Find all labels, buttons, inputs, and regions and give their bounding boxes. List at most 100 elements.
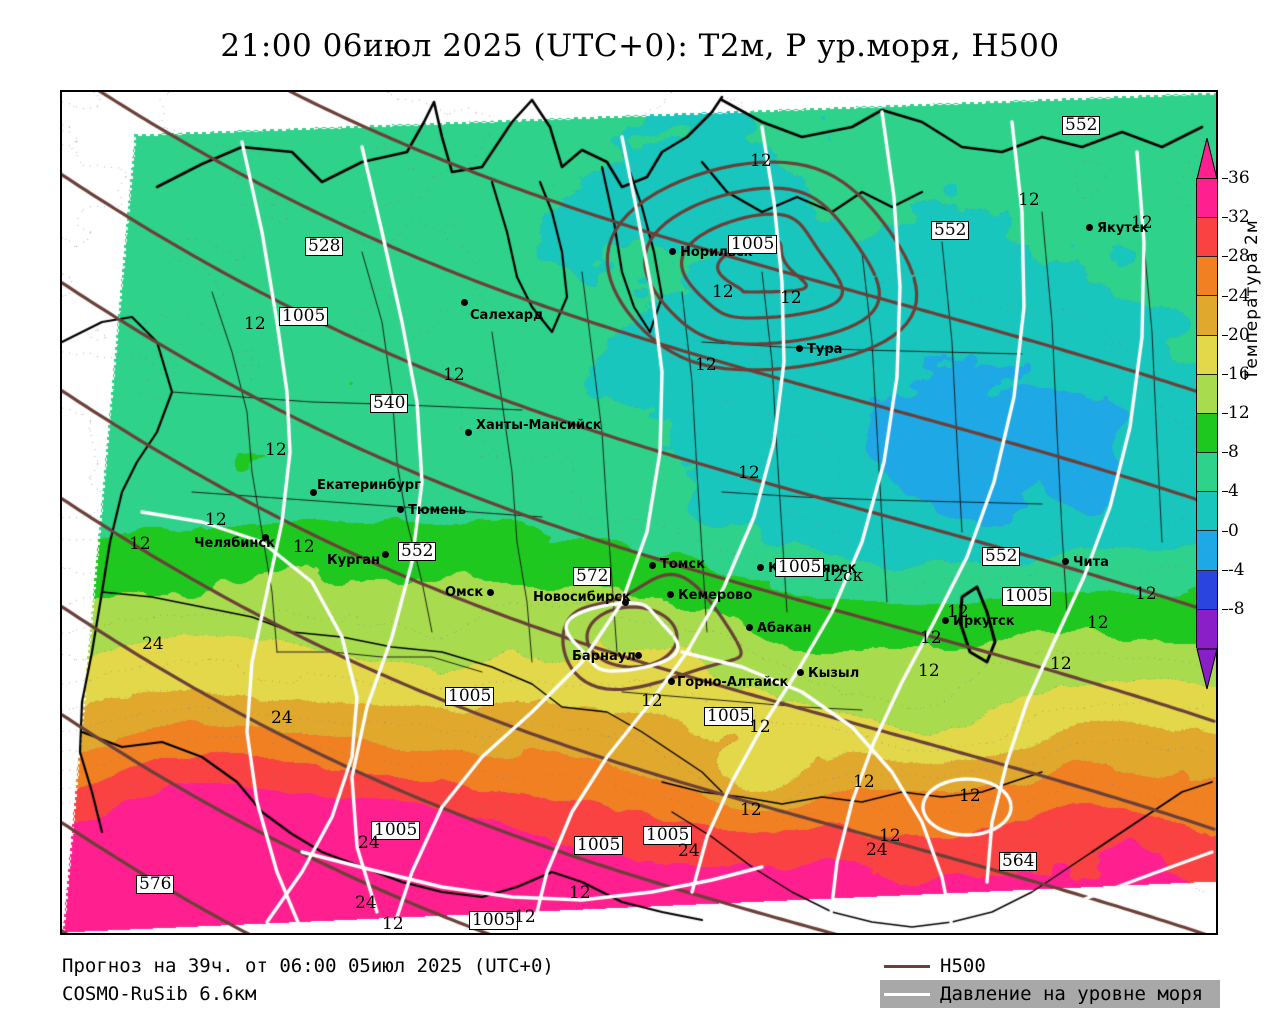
colorbar-tick-label: -8 [1228,598,1245,619]
city-marker[interactable] [635,652,642,659]
city-marker[interactable] [797,669,804,676]
temperature-contour-label: 12 [947,602,969,622]
temperature-contour-label: 12 [853,772,875,792]
temperature-contour-label: 12 [749,717,771,737]
colorbar-bands [1196,178,1218,649]
city-marker[interactable] [397,506,404,513]
colorbar-tick-label: 28 [1228,246,1250,267]
colorbar-tick-mark [1222,217,1228,219]
temperature-contour-label: 12 [382,914,404,934]
colorbar-band [1197,609,1217,649]
temperature-contour-label: 24 [271,708,293,728]
colorbar-bottom-arrow [1196,648,1218,690]
temperature-colorbar: 36 32 28 24 20 16 12 8 4 0 -4 -8 [1196,137,1250,690]
temperature-contour-label: 12 [244,314,266,334]
city-marker[interactable] [649,562,656,569]
colorbar-tick-mark [1222,178,1228,179]
temperature-contour-label: 24 [866,840,888,860]
map-legend: H500 Давление на уровне моря [880,952,1220,1008]
colorbar-band [1197,531,1217,571]
temperature-contour-label: 12 [920,628,942,648]
h500-contour-label: 552 [398,542,437,561]
colorbar-tick-label: 16 [1228,363,1250,384]
city-marker[interactable] [667,591,674,598]
legend-item-label: Давление на уровне моря [940,983,1204,1005]
temperature-contour-label: 12 [750,151,772,171]
city-marker[interactable] [669,248,676,255]
colorbar-tick-mark [1222,491,1228,493]
city-marker[interactable] [796,345,803,352]
colorbar-tick-mark [1222,452,1228,454]
pressure-contour-label: 1005 [469,911,519,930]
colorbar-tick-mark [1222,608,1228,610]
legend-item-label: H500 [940,955,986,977]
pressure-contour-label: 1005 [728,235,778,254]
temperature-contour-label: 24 [142,634,164,654]
city-marker[interactable] [757,564,764,571]
city-marker[interactable] [1086,224,1093,231]
colorbar-top-arrow [1196,137,1218,180]
temperature-contour-label: 12 [740,800,762,820]
colorbar-tick-label: -4 [1228,559,1245,580]
pressure-contour-label: 1005 [371,821,421,840]
temperature-contour-label: 12 [1018,190,1040,210]
colorbar-tick-mark [1222,373,1228,375]
colorbar-tick-label: 20 [1228,324,1250,345]
temperature-contour-label: 12 [822,566,844,586]
weather-map[interactable]: Норильск Салехард Тура Якутск Ханты-Мансийск… [60,90,1218,935]
colorbar-tick-label: 32 [1228,207,1250,228]
colorbar-band [1197,218,1217,258]
temperature-contour-label: 24 [678,841,700,861]
h500-contour-label: 540 [370,394,409,413]
forecast-lead-time: Прогноз на 39ч. от 06:00 05июл 2025 (UTC… [62,955,554,977]
city-marker[interactable] [465,429,472,436]
temperature-contour-label: 12 [129,534,151,554]
city-marker[interactable] [622,599,629,606]
colorbar-band [1197,570,1217,610]
temperature-contour-label: 12 [293,537,315,557]
temperature-contour-label: 12 [641,691,663,711]
h500-contour-label: 552 [931,221,970,240]
colorbar-tick-label: 0 [1228,520,1239,541]
city-marker[interactable] [310,489,317,496]
city-marker[interactable] [746,624,753,631]
colorbar-tick-mark [1222,530,1228,532]
colorbar-band [1197,453,1217,493]
colorbar-tick-mark [1222,334,1228,336]
colorbar-band [1197,374,1217,414]
legend-item: H500 [880,952,1220,980]
pressure-contour-label: 1005 [445,687,495,706]
colorbar-band [1197,335,1217,375]
legend-line-swatch [884,992,930,996]
city-marker[interactable] [382,551,389,558]
pressure-contour-label: 1005 [279,307,329,326]
h500-contour-label: 552 [1062,116,1101,135]
h500-contour-label: 528 [305,237,344,256]
city-marker[interactable] [461,299,468,306]
city-marker[interactable] [942,617,949,624]
city-marker[interactable] [1062,558,1069,565]
temperature-contour-label: 24 [358,833,380,853]
temperature-contour-label: 12 [712,282,734,302]
pressure-contour-label: 1005 [775,558,825,577]
legend-item: Давление на уровне моря [880,980,1220,1008]
h500-contour-label: 572 [573,567,612,586]
colorbar-band [1197,257,1217,297]
temperature-contour-label: 12 [1131,213,1153,233]
temperature-contour-label: 12 [780,288,802,308]
city-marker[interactable] [262,534,269,541]
city-marker[interactable] [487,589,494,596]
city-marker[interactable] [668,678,675,685]
temperature-contour-label: 12 [738,463,760,483]
colorbar-title: Температура 2м [1242,219,1262,380]
temperature-contour-label: 12 [1087,613,1109,633]
temperature-contour-label: 12 [695,355,717,375]
page-title: 21:00 06июл 2025 (UTC+0): T2м, P ур.моря… [220,28,1060,64]
temperature-contour-label: 12 [918,661,940,681]
temperature-contour-label: 12 [205,510,227,530]
colorbar-tick-mark [1222,569,1228,571]
h500-contour-label: 564 [999,852,1038,871]
map-raster [62,92,1216,933]
colorbar-tick-label: 12 [1228,403,1250,423]
model-name: COSMO-RuSib 6.6км [62,983,257,1005]
